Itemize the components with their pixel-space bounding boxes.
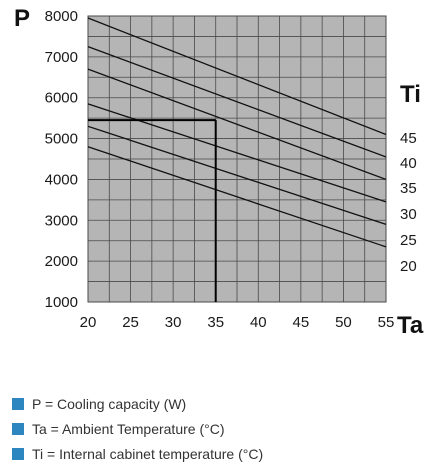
legend-item: Ta = Ambient Temperature (°C) xyxy=(12,416,263,441)
y-tick-label: 6000 xyxy=(45,90,78,107)
series-label-ti-30: 30 xyxy=(400,206,417,223)
series-line-ti-20 xyxy=(87,146,387,248)
series-line-ti-40 xyxy=(87,46,387,158)
legend-text: Ti = Internal cabinet temperature (°C) xyxy=(32,445,264,462)
y-tick-label: 5000 xyxy=(45,131,78,148)
grid xyxy=(87,15,387,303)
legend-item: Ti = Internal cabinet temperature (°C) xyxy=(12,441,263,466)
series-line-ti-25 xyxy=(87,125,387,225)
x-tick-label: 30 xyxy=(165,314,182,331)
x-axis-letter: Ta xyxy=(397,312,424,339)
x-tick-label: 35 xyxy=(207,314,224,331)
y-tick-label: 7000 xyxy=(45,49,78,66)
series-line-ti-35 xyxy=(87,68,387,181)
series-label-ti-20: 20 xyxy=(400,258,417,275)
reference-lines xyxy=(88,119,217,302)
y-tick-label: 2000 xyxy=(45,253,78,270)
legend-bullet-icon xyxy=(12,422,24,435)
plot-frame xyxy=(87,15,387,303)
y-tick-label: 8000 xyxy=(45,8,78,25)
series-label-ti-45: 45 xyxy=(400,130,417,147)
series-label-ti-25: 25 xyxy=(400,232,417,249)
x-tick-label: 20 xyxy=(80,314,97,331)
x-tick-label: 25 xyxy=(122,314,139,331)
y-axis-letter: P xyxy=(14,5,30,32)
legend-text: Ta = Ambient Temperature (°C) xyxy=(32,420,225,437)
y-tick-label: 3000 xyxy=(45,212,78,229)
legend-item: P = Cooling capacity (W) xyxy=(12,391,263,416)
x-tick-label: 55 xyxy=(378,314,395,331)
legend-bullet-icon xyxy=(12,397,24,410)
x-tick-label: 45 xyxy=(293,314,310,331)
series-label-ti-35: 35 xyxy=(400,180,417,197)
legend-bullet-icon xyxy=(12,447,24,460)
x-tick-labels: 20 25 30 35 40 45 50 55 xyxy=(80,314,395,331)
x-tick-label: 40 xyxy=(250,314,267,331)
x-tick-label: 50 xyxy=(335,314,352,331)
series-line-ti-45 xyxy=(87,17,387,136)
series-axis-letter: Ti xyxy=(400,81,421,108)
series-labels: 45 40 35 30 25 20 xyxy=(400,130,417,275)
series-label-ti-40: 40 xyxy=(400,155,417,172)
legend-text: P = Cooling capacity (W) xyxy=(32,395,187,412)
legend: P = Cooling capacity (W) Ta = Ambient Te… xyxy=(12,391,263,466)
y-tick-label: 1000 xyxy=(45,294,78,311)
y-tick-labels: 1000 2000 3000 4000 5000 6000 7000 8000 xyxy=(45,8,78,311)
y-tick-label: 4000 xyxy=(45,171,78,188)
